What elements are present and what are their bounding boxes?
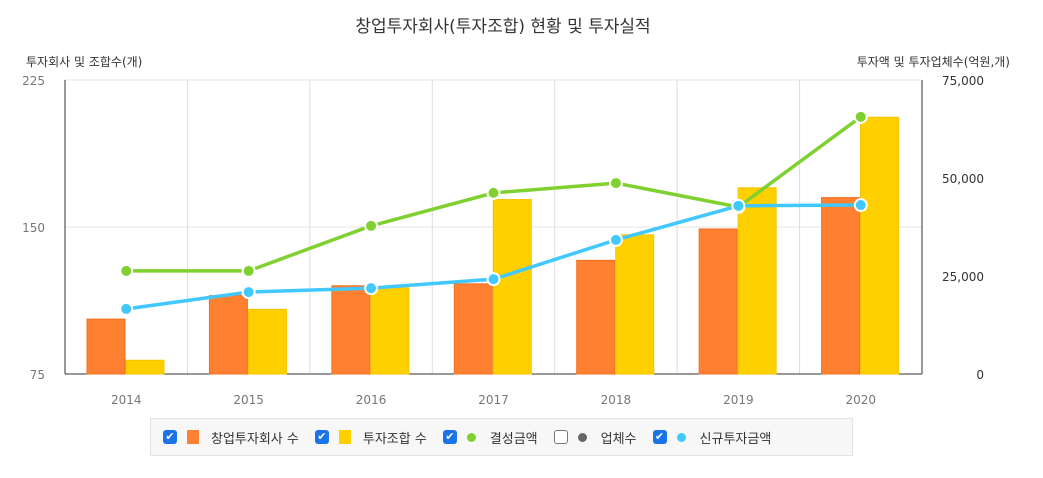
legend-item[interactable]: ✔ 투자조합 수 <box>314 428 427 447</box>
bar-investment-fund <box>125 359 165 375</box>
legend-item[interactable]: ✔ 신규투자금액 <box>652 428 772 447</box>
line-point <box>364 281 379 296</box>
line-point <box>731 198 746 213</box>
legend-checkbox[interactable] <box>553 430 568 444</box>
legend: ✔ 창업투자회사 수 ✔ 투자조합 수 ✔ 결성금액 업체수 ✔ 신규투자금액 <box>150 418 853 456</box>
line-point <box>608 232 623 247</box>
line-point <box>241 263 256 278</box>
legend-label: 창업투자회사 수 <box>211 431 299 447</box>
y-tick-right: 75,000 <box>942 74 984 88</box>
line-point <box>608 176 623 191</box>
y-tick-left: 225 <box>22 74 45 88</box>
legend-item[interactable]: ✔ 결성금액 <box>442 428 538 447</box>
line-point <box>364 218 379 233</box>
bar-vc-company <box>698 228 738 375</box>
y-tick-left: 75 <box>30 368 45 382</box>
x-tick: 2015 <box>233 393 264 407</box>
bar-investment-fund <box>492 199 532 375</box>
legend-dot-icon <box>676 432 686 442</box>
legend-dot-icon <box>577 432 587 442</box>
legend-label: 투자조합 수 <box>362 431 427 447</box>
x-tick: 2020 <box>846 393 877 407</box>
legend-label: 결성금액 <box>489 431 538 447</box>
x-tick: 2016 <box>356 393 387 407</box>
legend-swatch <box>338 430 351 444</box>
bar-investment-fund <box>737 187 777 375</box>
legend-checkbox[interactable]: ✔ <box>163 430 177 444</box>
line-point <box>119 263 134 278</box>
line-point <box>486 185 501 200</box>
bar-investment-fund <box>370 287 410 375</box>
legend-checkbox[interactable]: ✔ <box>314 430 329 444</box>
legend-item[interactable]: 업체수 <box>553 428 637 447</box>
bar-vc-company <box>208 295 248 375</box>
bar-vc-company <box>86 318 126 375</box>
chart-title: 창업투자회사(투자조합) 현황 및 투자실적 <box>355 17 650 37</box>
bar-vc-company <box>821 197 861 375</box>
legend-swatch <box>187 430 199 444</box>
y-tick-right: 50,000 <box>942 172 984 186</box>
left-axis-label: 투자회사 및 조합수(개) <box>26 55 142 69</box>
x-tick: 2014 <box>111 393 142 407</box>
bar-vc-company <box>331 285 371 375</box>
bar-vc-company <box>453 283 493 375</box>
legend-label: 업체수 <box>600 431 637 447</box>
y-tick-right: 25,000 <box>942 270 984 284</box>
line-point <box>119 301 134 316</box>
line-point <box>486 272 501 287</box>
line-point <box>241 285 256 300</box>
legend-checkbox[interactable]: ✔ <box>652 430 667 444</box>
legend-label: 신규투자금액 <box>699 431 772 447</box>
line-point <box>853 198 868 213</box>
bar-investment-fund <box>615 234 655 375</box>
x-tick: 2019 <box>723 393 754 407</box>
x-tick: 2018 <box>601 393 632 407</box>
legend-item[interactable]: ✔ 창업투자회사 수 <box>163 428 299 447</box>
bar-investment-fund <box>247 308 287 375</box>
legend-checkbox[interactable]: ✔ <box>442 430 457 444</box>
bar-vc-company <box>576 259 616 375</box>
legend-dot-icon <box>466 432 476 442</box>
bar-investment-fund <box>860 116 900 375</box>
right-axis-label: 투자액 및 투자업체수(억원,개) <box>857 55 1010 69</box>
chart: 창업투자회사(투자조합) 현황 및 투자실적 투자회사 및 조합수(개) 투자액… <box>22 17 1010 407</box>
line-point <box>853 109 868 124</box>
y-tick-right: 0 <box>976 368 984 382</box>
x-tick: 2017 <box>478 393 509 407</box>
y-tick-left: 150 <box>22 221 45 235</box>
